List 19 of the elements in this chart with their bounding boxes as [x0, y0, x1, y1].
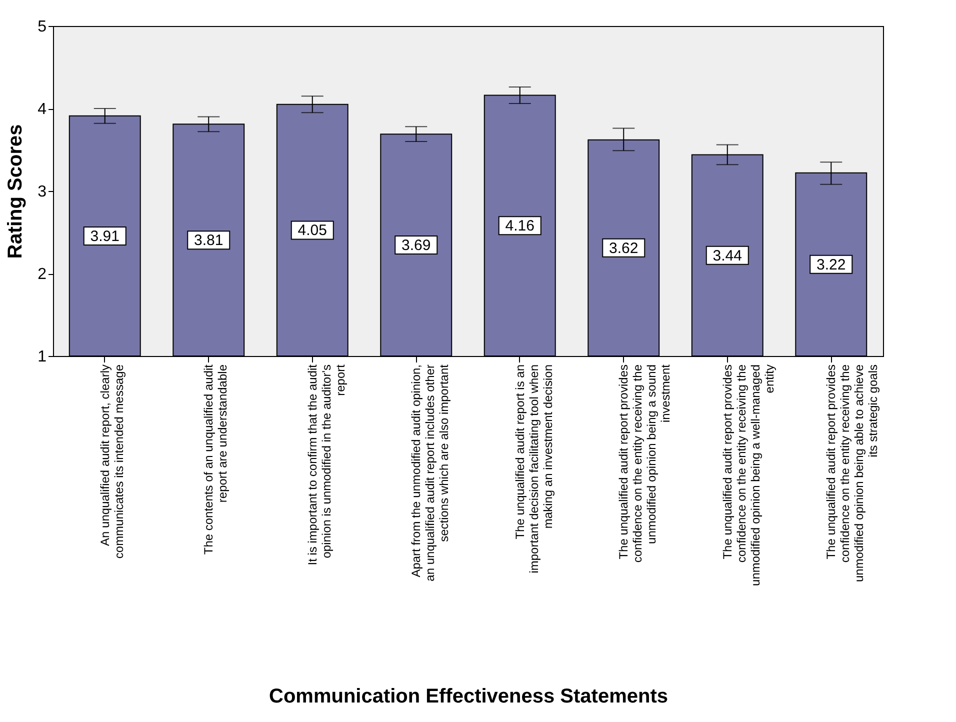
- x-tick-label: It is important to confirm that the audit opinion is unmodified in the auditor's report: [305, 364, 348, 566]
- data-label: 3.44: [712, 247, 742, 264]
- data-label: 4.16: [505, 218, 534, 235]
- y-tick-label: 4: [38, 101, 47, 118]
- y-axis-title: Rating Scores: [4, 124, 27, 259]
- x-axis-title: Communication Effectiveness Statements: [269, 686, 668, 708]
- data-label: 3.22: [816, 256, 846, 274]
- y-tick-label: 5: [38, 18, 47, 36]
- data-label: 3.91: [90, 228, 120, 245]
- y-tick-label: 3: [38, 184, 47, 200]
- y-tick-label: 1: [38, 348, 47, 366]
- x-tick-label: An unqualified audit report, clearly communicates its intended message: [98, 364, 126, 559]
- data-label: 3.62: [609, 240, 638, 257]
- data-label: 3.69: [402, 237, 431, 254]
- x-tick-label: The unqualified audit report provides confidence on the entity receiving the unmodified opinion being a well-managed entity: [720, 364, 776, 586]
- data-label: 3.81: [194, 232, 224, 250]
- x-tick-label: The unqualified audit report provides confidence on the entity receiving the unmodified opinion being a sound investment: [616, 364, 673, 563]
- data-label: 4.05: [298, 222, 327, 240]
- y-tick-label: 2: [38, 266, 47, 283]
